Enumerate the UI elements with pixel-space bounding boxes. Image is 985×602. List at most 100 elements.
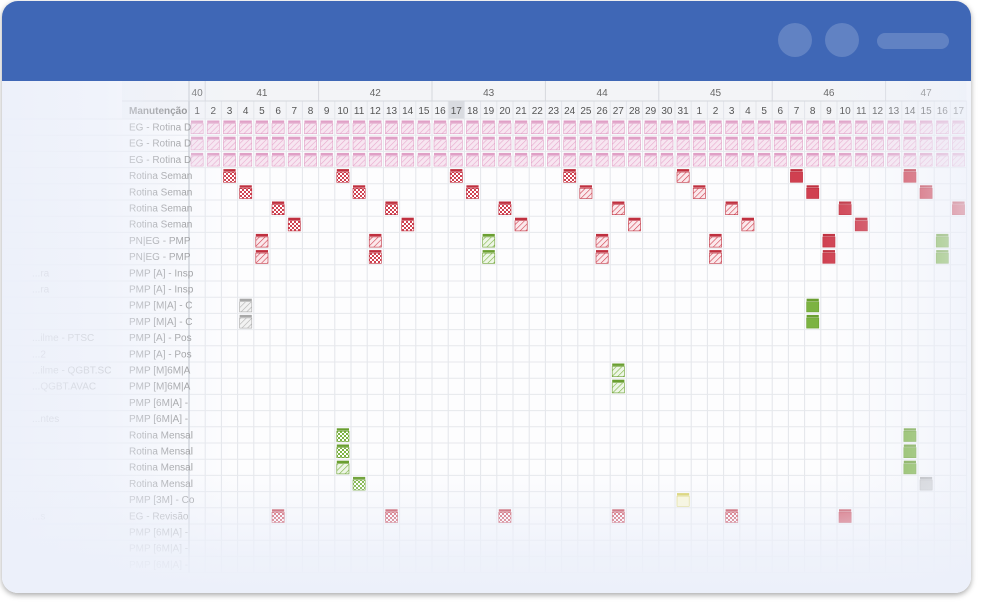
task-block-body[interactable]: [401, 123, 415, 134]
task-block-body[interactable]: [530, 123, 544, 134]
task-block-body[interactable]: [336, 155, 350, 167]
task-block-body[interactable]: [790, 171, 803, 183]
task-block-body[interactable]: [271, 155, 285, 167]
task-block-body[interactable]: [287, 155, 301, 167]
task-row-label[interactable]: PN|EG - PMP: [129, 252, 191, 263]
task-block-body[interactable]: [644, 155, 658, 167]
task-block[interactable]: [498, 152, 512, 167]
task-row-label[interactable]: PMP [A] - Pos ...2: [32, 349, 192, 360]
task-row-label[interactable]: Rotina Mensal: [129, 479, 193, 490]
task-block[interactable]: [676, 169, 690, 183]
task-block-body[interactable]: [790, 123, 803, 134]
task-row-label[interactable]: Rotina Mensal: [129, 447, 193, 458]
task-block[interactable]: [287, 217, 301, 232]
task-block[interactable]: [692, 120, 706, 134]
task-block-body[interactable]: [206, 123, 220, 134]
task-block[interactable]: [628, 152, 641, 167]
task-block[interactable]: [336, 460, 350, 475]
task-block[interactable]: [320, 136, 334, 151]
task-block[interactable]: [773, 152, 787, 167]
task-block[interactable]: [482, 152, 496, 167]
task-block-body[interactable]: [806, 317, 820, 329]
task-block-body[interactable]: [854, 155, 868, 167]
task-block-body[interactable]: [579, 123, 593, 134]
task-block[interactable]: [628, 120, 641, 134]
task-block[interactable]: [725, 509, 739, 523]
task-block[interactable]: [287, 136, 301, 151]
task-block[interactable]: [838, 201, 852, 215]
task-block-body[interactable]: [871, 139, 884, 151]
task-block[interactable]: [806, 152, 820, 167]
task-block[interactable]: [449, 120, 463, 134]
task-block-body[interactable]: [514, 139, 528, 151]
task-block[interactable]: [725, 136, 739, 151]
task-block-body[interactable]: [871, 155, 884, 167]
task-block-body[interactable]: [255, 123, 269, 134]
task-block[interactable]: [563, 136, 577, 151]
task-block-body[interactable]: [741, 220, 755, 232]
task-block-body[interactable]: [935, 139, 949, 151]
task-block-body[interactable]: [741, 123, 755, 134]
task-block[interactable]: [466, 120, 479, 134]
task-block-body[interactable]: [854, 123, 868, 134]
task-row-label[interactable]: PMP [3M] - Co: [129, 495, 195, 506]
task-block-body[interactable]: [838, 155, 852, 167]
task-row-label[interactable]: PMP [M|A] - C: [129, 317, 193, 328]
task-block[interactable]: [595, 120, 609, 134]
task-block[interactable]: [822, 233, 836, 248]
task-block-body[interactable]: [417, 155, 431, 167]
task-block-body[interactable]: [547, 123, 560, 134]
task-block[interactable]: [449, 136, 463, 151]
task-block-body[interactable]: [352, 188, 366, 199]
task-block[interactable]: [336, 169, 350, 183]
task-block-body[interactable]: [871, 123, 884, 134]
task-block[interactable]: [725, 201, 739, 215]
task-block-body[interactable]: [595, 139, 609, 151]
task-block[interactable]: [271, 201, 285, 215]
task-block-body[interactable]: [304, 139, 317, 151]
task-block-body[interactable]: [806, 139, 820, 151]
task-block[interactable]: [838, 152, 852, 167]
task-block[interactable]: [741, 152, 755, 167]
task-block-body[interactable]: [433, 155, 447, 167]
task-block-body[interactable]: [449, 139, 463, 151]
task-row-label[interactable]: PMP [A] - Insp ...ra: [32, 285, 194, 296]
task-block[interactable]: [547, 120, 560, 134]
task-block[interactable]: [903, 152, 917, 167]
task-block[interactable]: [854, 152, 868, 167]
task-block-body[interactable]: [320, 123, 334, 134]
task-block[interactable]: [385, 509, 398, 523]
task-block[interactable]: [822, 152, 836, 167]
task-block-body[interactable]: [838, 511, 852, 523]
task-block-body[interactable]: [223, 155, 236, 167]
task-block-body[interactable]: [692, 155, 706, 167]
task-block-body[interactable]: [692, 188, 706, 199]
task-block[interactable]: [692, 136, 706, 151]
task-block[interactable]: [547, 152, 560, 167]
task-block[interactable]: [822, 136, 836, 151]
task-row-label[interactable]: Rotina Seman: [129, 220, 192, 231]
task-block[interactable]: [871, 152, 884, 167]
task-block-body[interactable]: [368, 252, 382, 264]
task-block[interactable]: [644, 152, 658, 167]
task-block-body[interactable]: [806, 155, 820, 167]
task-block[interactable]: [514, 152, 528, 167]
task-block-body[interactable]: [498, 204, 512, 215]
task-block-body[interactable]: [368, 139, 382, 151]
task-block-body[interactable]: [433, 139, 447, 151]
task-block-body[interactable]: [806, 123, 820, 134]
task-block[interactable]: [223, 152, 236, 167]
task-block-body[interactable]: [287, 139, 301, 151]
task-block[interactable]: [368, 136, 382, 151]
task-block-body[interactable]: [838, 139, 852, 151]
task-block[interactable]: [401, 217, 415, 232]
task-block[interactable]: [255, 250, 269, 264]
task-block-body[interactable]: [271, 511, 285, 523]
task-block[interactable]: [563, 152, 577, 167]
task-block[interactable]: [336, 136, 350, 151]
task-block[interactable]: [757, 152, 771, 167]
task-block[interactable]: [530, 152, 544, 167]
task-block[interactable]: [611, 509, 625, 523]
task-block-body[interactable]: [320, 155, 334, 167]
task-block[interactable]: [255, 233, 269, 248]
